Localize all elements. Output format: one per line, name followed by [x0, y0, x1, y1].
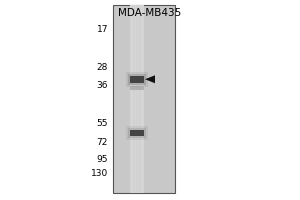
Text: MDA-MB435: MDA-MB435 — [118, 8, 182, 18]
Bar — [126, 126, 148, 140]
Bar — [128, 74, 146, 85]
Bar — [128, 128, 146, 138]
Polygon shape — [145, 75, 155, 83]
Bar — [130, 76, 144, 83]
Text: 55: 55 — [97, 119, 108, 128]
Bar — [130, 5, 144, 193]
Text: 130: 130 — [91, 169, 108, 178]
Bar — [130, 86, 144, 90]
Bar — [113, 5, 175, 193]
Text: 72: 72 — [97, 138, 108, 147]
Text: 28: 28 — [97, 63, 108, 72]
Bar — [130, 130, 144, 136]
Text: 95: 95 — [97, 155, 108, 164]
Text: 17: 17 — [97, 25, 108, 34]
Text: 36: 36 — [97, 81, 108, 90]
Bar — [126, 72, 148, 87]
